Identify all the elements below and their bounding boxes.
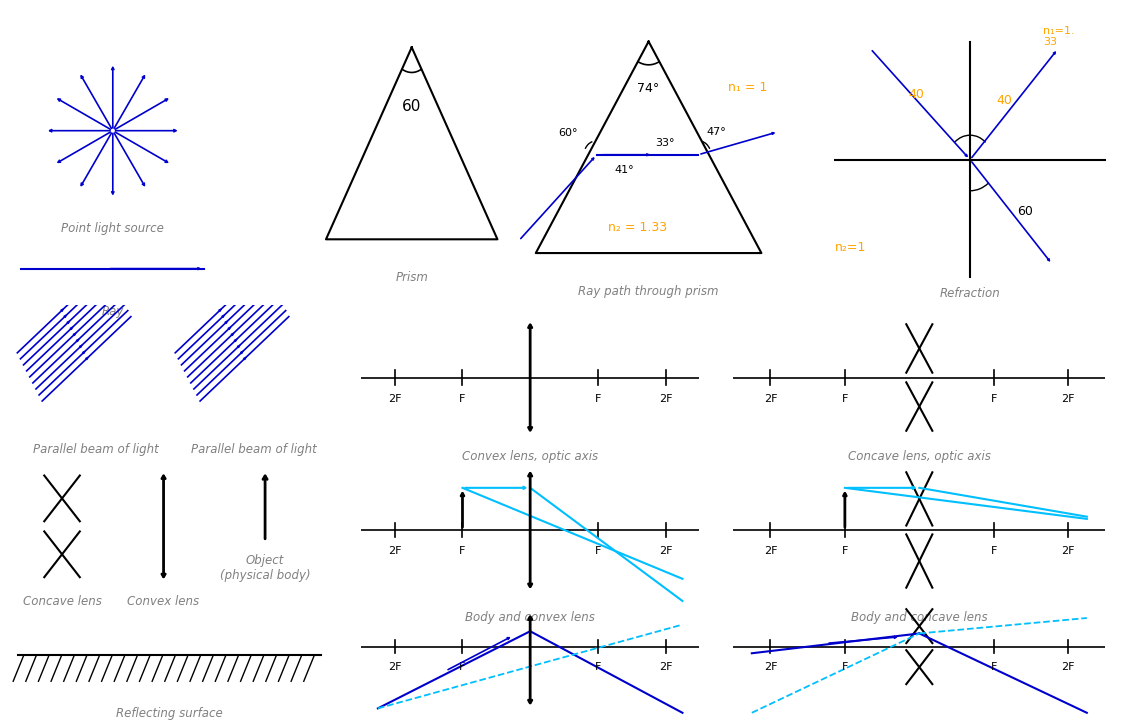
Text: 60: 60 [402, 99, 422, 114]
Text: 60: 60 [1017, 205, 1033, 219]
Text: Body and concave lens: Body and concave lens [851, 611, 988, 624]
Text: 60°: 60° [558, 128, 578, 138]
Text: 2F: 2F [1061, 394, 1075, 404]
Text: 2F: 2F [388, 662, 402, 672]
Text: Parallel beam of light: Parallel beam of light [33, 443, 159, 456]
Text: 47°: 47° [706, 127, 726, 136]
Text: F: F [459, 545, 466, 555]
Text: F: F [594, 545, 601, 555]
Text: Reflecting surface: Reflecting surface [116, 707, 222, 719]
Text: n₁ = 1: n₁ = 1 [728, 81, 767, 94]
Text: n₂ = 1.33: n₂ = 1.33 [608, 221, 667, 234]
Text: Concave lens: Concave lens [23, 595, 102, 608]
Text: 2F: 2F [388, 545, 402, 555]
Text: F: F [990, 545, 997, 555]
Text: F: F [841, 545, 848, 555]
Text: Body and convex lens: Body and convex lens [465, 611, 596, 624]
Text: 2F: 2F [388, 394, 402, 404]
Text: F: F [841, 662, 848, 672]
Text: 2F: 2F [659, 545, 672, 555]
Text: 2F: 2F [1061, 662, 1075, 672]
Text: F: F [459, 662, 466, 672]
Text: Convex lens, optic axis: Convex lens, optic axis [462, 450, 598, 463]
Text: n₁=1.
33: n₁=1. 33 [1043, 26, 1075, 47]
Text: F: F [459, 394, 466, 404]
Text: 2F: 2F [1061, 545, 1075, 555]
Text: Refraction: Refraction [940, 287, 1001, 300]
Text: 2F: 2F [659, 394, 672, 404]
Text: 74°: 74° [637, 81, 660, 94]
Text: Prism: Prism [395, 272, 429, 285]
Text: 40: 40 [996, 94, 1012, 107]
Text: 40: 40 [908, 88, 924, 101]
Text: 41°: 41° [615, 166, 634, 176]
Text: F: F [594, 394, 601, 404]
Text: Concave lens, optic axis: Concave lens, optic axis [848, 450, 990, 463]
Text: F: F [841, 394, 848, 404]
Text: Object
(physical body): Object (physical body) [220, 555, 310, 582]
Text: Parallel beam of light: Parallel beam of light [191, 443, 317, 456]
Text: n₂=1: n₂=1 [835, 241, 866, 254]
Text: 33°: 33° [655, 138, 675, 148]
Text: Ray: Ray [102, 305, 124, 318]
Text: 2F: 2F [764, 394, 777, 404]
Text: 2F: 2F [659, 662, 672, 672]
Text: 2F: 2F [764, 662, 777, 672]
Text: Point light source: Point light source [61, 222, 165, 235]
Text: F: F [990, 394, 997, 404]
Text: Ray path through prism: Ray path through prism [579, 285, 719, 298]
Text: 2F: 2F [764, 545, 777, 555]
Text: F: F [594, 662, 601, 672]
Text: Convex lens: Convex lens [127, 595, 200, 608]
Text: F: F [990, 662, 997, 672]
